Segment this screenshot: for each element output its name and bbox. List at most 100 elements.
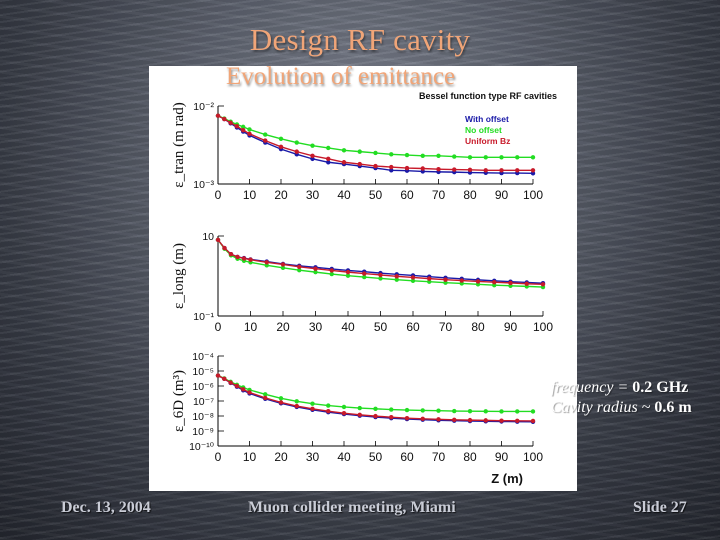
x-tick-label: 50	[369, 450, 383, 464]
data-point	[515, 155, 520, 160]
data-point	[297, 264, 302, 269]
x-tick-label: 30	[306, 188, 320, 202]
y-axis-label: ε_long (m)	[171, 243, 187, 309]
data-point	[341, 148, 347, 153]
data-point	[247, 127, 252, 132]
data-point	[530, 418, 536, 424]
data-point	[241, 387, 246, 392]
data-point	[345, 269, 351, 275]
legend-entry: No offset	[465, 125, 502, 135]
data-point	[467, 155, 473, 160]
data-point	[263, 138, 268, 143]
data-point	[427, 276, 432, 281]
data-point	[357, 161, 362, 167]
plot-panel: 0 10 20 30 40 50 60 70 80 90 100 10⁻² 10⁻³ ε_tran (m …	[149, 66, 577, 491]
x-tick-label: 100	[533, 320, 553, 334]
data-point	[420, 408, 425, 413]
data-point	[410, 278, 416, 283]
y-tick-label: 10⁻¹⁰	[189, 441, 215, 453]
data-point	[280, 265, 286, 271]
x-tick-label: 20	[274, 450, 288, 464]
x-tick-label: 90	[504, 320, 518, 334]
x-tick-label: 60	[406, 320, 420, 334]
data-point	[436, 166, 441, 172]
legend-entry: Uniform Bz	[465, 136, 510, 146]
x-tick-label: 0	[215, 320, 222, 334]
data-point	[467, 167, 473, 173]
data-point	[420, 416, 425, 422]
x-tick-label: 0	[215, 188, 222, 202]
data-point	[234, 124, 240, 129]
y-axis-label: ε_tran (m rad)	[171, 102, 187, 187]
data-point	[436, 153, 441, 158]
x-tick-label: 40	[337, 188, 351, 202]
data-point	[452, 154, 457, 159]
y-tick-label: 10	[202, 231, 214, 243]
x-tick-label: 100	[523, 188, 543, 202]
data-point	[499, 418, 504, 423]
data-point	[467, 408, 473, 414]
data-point	[483, 155, 488, 160]
y-tick-label: 10⁻⁶	[192, 381, 214, 393]
x-tick-label: 90	[495, 450, 509, 464]
panel-transverse-emittance: 0 10 20 30 40 50 60 70 80 90 100 10⁻² 10⁻³ ε_tran (m …	[171, 91, 557, 202]
data-point	[540, 282, 546, 287]
data-point	[278, 396, 284, 401]
data-point	[247, 131, 252, 137]
x-tick-label: 80	[463, 188, 477, 202]
data-point	[310, 153, 315, 158]
data-point	[443, 280, 448, 285]
data-point	[452, 167, 457, 172]
data-point	[235, 254, 240, 260]
data-point	[389, 164, 394, 170]
x-tick-label: 30	[306, 450, 320, 464]
parameter-notes: frequency = 0.2 GHz Cavity radius ~ 0.6 …	[551, 378, 716, 418]
data-point	[436, 417, 441, 422]
data-point	[263, 132, 268, 137]
data-point	[222, 376, 227, 382]
x-tick-label: 40	[337, 450, 351, 464]
data-point	[378, 276, 383, 281]
data-point	[241, 256, 247, 261]
data-point	[215, 113, 221, 118]
data-point	[452, 408, 457, 414]
data-point	[294, 399, 299, 404]
panel-6d-emittance: 0 10 20 30 40 50 60 70 80 90 100 10⁻⁴ 10⁻⁵ 10⁻⁶ 10⁻⁷ 10…	[171, 351, 543, 486]
data-point	[313, 269, 318, 275]
x-tick-label: 10	[243, 450, 257, 464]
y-tick-label: 10⁻²	[193, 101, 214, 113]
x-tick-label: 90	[495, 188, 509, 202]
data-point	[443, 277, 448, 282]
x-tick-label: 20	[276, 320, 290, 334]
data-point	[313, 266, 318, 271]
y-tick-label: 10⁻⁷	[193, 396, 214, 408]
data-point	[278, 400, 284, 405]
data-point	[475, 279, 481, 284]
data-point	[515, 168, 520, 173]
data-point	[326, 408, 331, 414]
data-point	[278, 144, 284, 149]
y-axis-label: ε_6D (m³)	[171, 370, 187, 432]
data-point	[404, 407, 410, 413]
data-point	[329, 271, 334, 277]
data-point	[326, 156, 331, 162]
data-point	[329, 268, 334, 273]
data-point	[357, 405, 362, 411]
data-point	[410, 275, 416, 280]
data-point	[264, 263, 269, 268]
data-point	[394, 277, 399, 282]
x-tick-label: 10	[244, 320, 258, 334]
x-tick-label: 30	[309, 320, 323, 334]
data-point	[378, 272, 383, 278]
x-tick-label: 50	[374, 320, 388, 334]
data-point	[404, 165, 410, 171]
data-point	[420, 153, 425, 158]
data-point	[389, 407, 394, 412]
data-point	[389, 152, 394, 157]
panel-longitudinal-emittance: 0 10 20 30 40 50 60 70 80 90 100 10 10⁻¹ ε_long (m)	[171, 231, 553, 334]
slide-title: Design RF cavity	[249, 22, 471, 57]
x-tick-label: 0	[215, 450, 222, 464]
data-point	[362, 274, 367, 280]
data-point	[310, 406, 315, 412]
slide-subtitle: Evolution of emittance	[226, 63, 456, 90]
